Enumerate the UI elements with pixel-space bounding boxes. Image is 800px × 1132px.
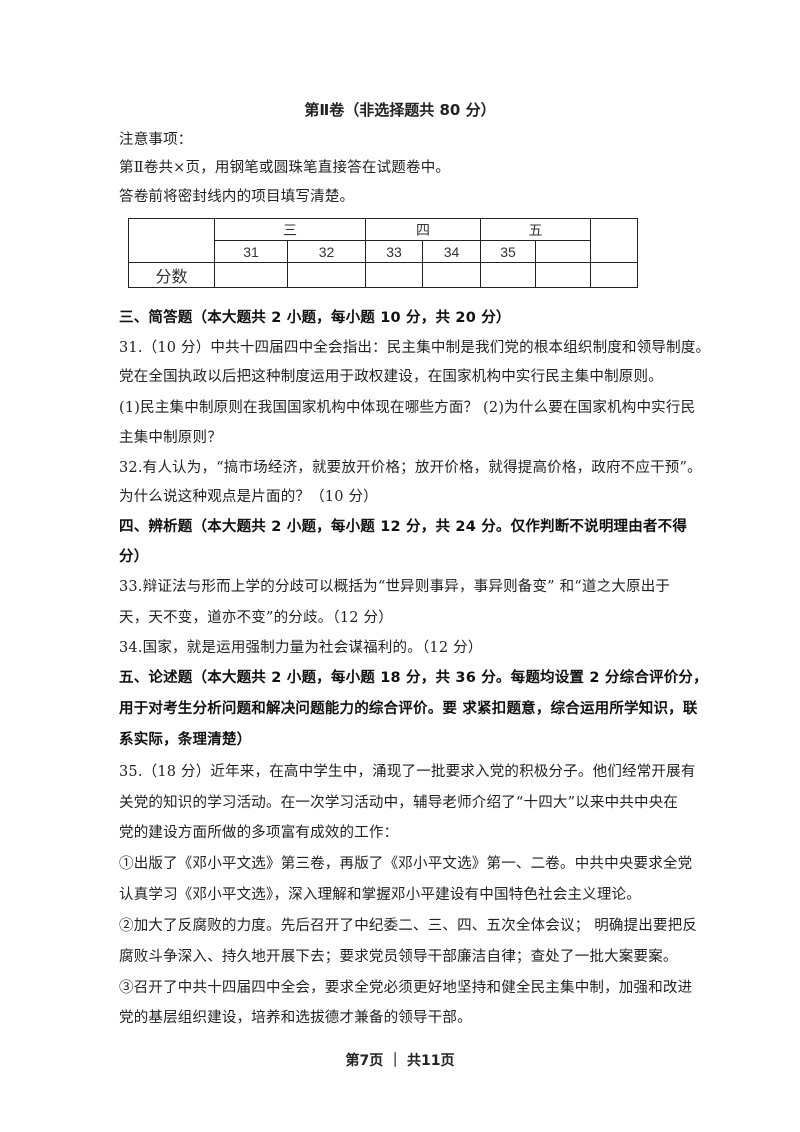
page-footer: 第7页 ｜ 共11页 bbox=[345, 1053, 455, 1069]
question-text-line: 党的建设方面所做的多项富有成效的工作： bbox=[119, 825, 399, 841]
question-text-line: ②加大了反腐败的力度。先后召开了中纪委二、三、四、五次全体会议； 明确提出要把反 bbox=[119, 918, 698, 934]
table-corner-cell bbox=[128, 218, 215, 263]
score-cell[interactable] bbox=[590, 262, 638, 288]
total-cell bbox=[590, 218, 638, 263]
question-number bbox=[535, 240, 591, 263]
score-row-label: 分数 bbox=[128, 262, 215, 288]
question-text-line: ③召开了中共十四届四中全会，要求全党必须更好地坚持和健全民主集中制，加强和改进 bbox=[119, 980, 693, 996]
question-text-line: 腐败斗争深入、持久地开展下去；要求党员领导干部廉洁自律；查处了一批大案要案。 bbox=[119, 949, 678, 965]
score-cell[interactable] bbox=[214, 262, 288, 288]
note-line: 第Ⅱ卷共×页，用钢笔或圆珠笔直接答在试题卷中。 bbox=[119, 160, 451, 176]
section-heading: 五、论述题（本大题共 2 小题，每小题 18 分，共 36 分。每题均设置 2 … bbox=[119, 670, 708, 686]
note-line: 答卷前将密封线内的项目填写清楚。 bbox=[119, 189, 355, 205]
page-title: 第Ⅱ卷（非选择题共 80 分） bbox=[304, 101, 496, 119]
score-cell[interactable] bbox=[480, 262, 536, 288]
section-heading: 系实际，条理清楚） bbox=[119, 732, 252, 748]
section-header: 五 bbox=[480, 218, 591, 241]
question-text-line: 主集中制原则？ bbox=[119, 430, 222, 446]
question-text-line: 31.（10 分）中共十四届四中全会指出：民主集中制是我们党的根本组织制度和领导… bbox=[119, 340, 711, 356]
question-text-line: 32.有人认为，“搞市场经济，就要放开价格；放开价格，就得提高价格，政府不应干预… bbox=[119, 460, 702, 476]
score-cell[interactable] bbox=[535, 262, 591, 288]
question-text-line: 35.（18 分）近年来，在高中学生中，涌现了一批要求入党的积极分子。他们经常开… bbox=[119, 764, 696, 780]
notes-heading: 注意事项： bbox=[119, 132, 193, 148]
question-text-line: 34.国家，就是运用强制力量为社会谋福利的。（12 分） bbox=[119, 640, 483, 656]
section-header: 三 bbox=[214, 218, 366, 241]
question-number: 35 bbox=[480, 240, 536, 263]
section-heading: 四、辨析题（本大题共 2 小题，每小题 12 分，共 24 分。仅作判断不说明理… bbox=[119, 519, 688, 535]
score-cell[interactable] bbox=[422, 262, 481, 288]
question-text-line: 为什么说这种观点是片面的？（10 分） bbox=[119, 489, 378, 505]
question-text-line: 天，天不变，道亦不变”的分歧。（12 分） bbox=[119, 610, 393, 626]
question-text-line: 关党的知识的学习活动。在一次学习活动中，辅导老师介绍了“十四大”以来中共中央在 bbox=[119, 795, 679, 811]
question-number: 32 bbox=[287, 240, 366, 263]
question-text-line: ①出版了《邓小平文选》第三卷，再版了《邓小平文选》第一、二卷。中共中央要求全党 bbox=[119, 856, 693, 872]
question-number: 33 bbox=[365, 240, 423, 263]
score-cell[interactable] bbox=[287, 262, 366, 288]
section-heading: 三、简答题（本大题共 2 小题，每小题 10 分，共 20 分） bbox=[119, 310, 511, 326]
section-heading: 分） bbox=[119, 549, 149, 565]
section-header: 四 bbox=[365, 218, 481, 241]
question-text-line: 党在全国执政以后把这种制度运用于政权建设，在国家机构中实行民主集中制原则。 bbox=[119, 369, 663, 385]
question-text-line: (1)民主集中制原则在我国国家机构中体现在哪些方面？ (2)为什么要在国家机构中… bbox=[119, 400, 696, 416]
score-table: 三 四 五 31 32 33 34 35 分数 bbox=[128, 218, 638, 288]
question-text-line: 党的基层组织建设，培养和选拔德才兼备的领导干部。 bbox=[119, 1010, 472, 1026]
section-heading: 用于对考生分析问题和解决问题能力的综合评价。要 求紧扣题意，综合运用所学知识，联 bbox=[119, 701, 698, 717]
question-text-line: 33.辩证法与形而上学的分歧可以概括为“世异则事异，事异则备变” 和“道之大原出… bbox=[119, 579, 671, 595]
score-cell[interactable] bbox=[365, 262, 423, 288]
question-text-line: 认真学习《邓小平文选》，深入理解和掌握邓小平建设有中国特色社会主义理论。 bbox=[119, 887, 641, 903]
question-number: 34 bbox=[422, 240, 481, 263]
question-number: 31 bbox=[214, 240, 288, 263]
